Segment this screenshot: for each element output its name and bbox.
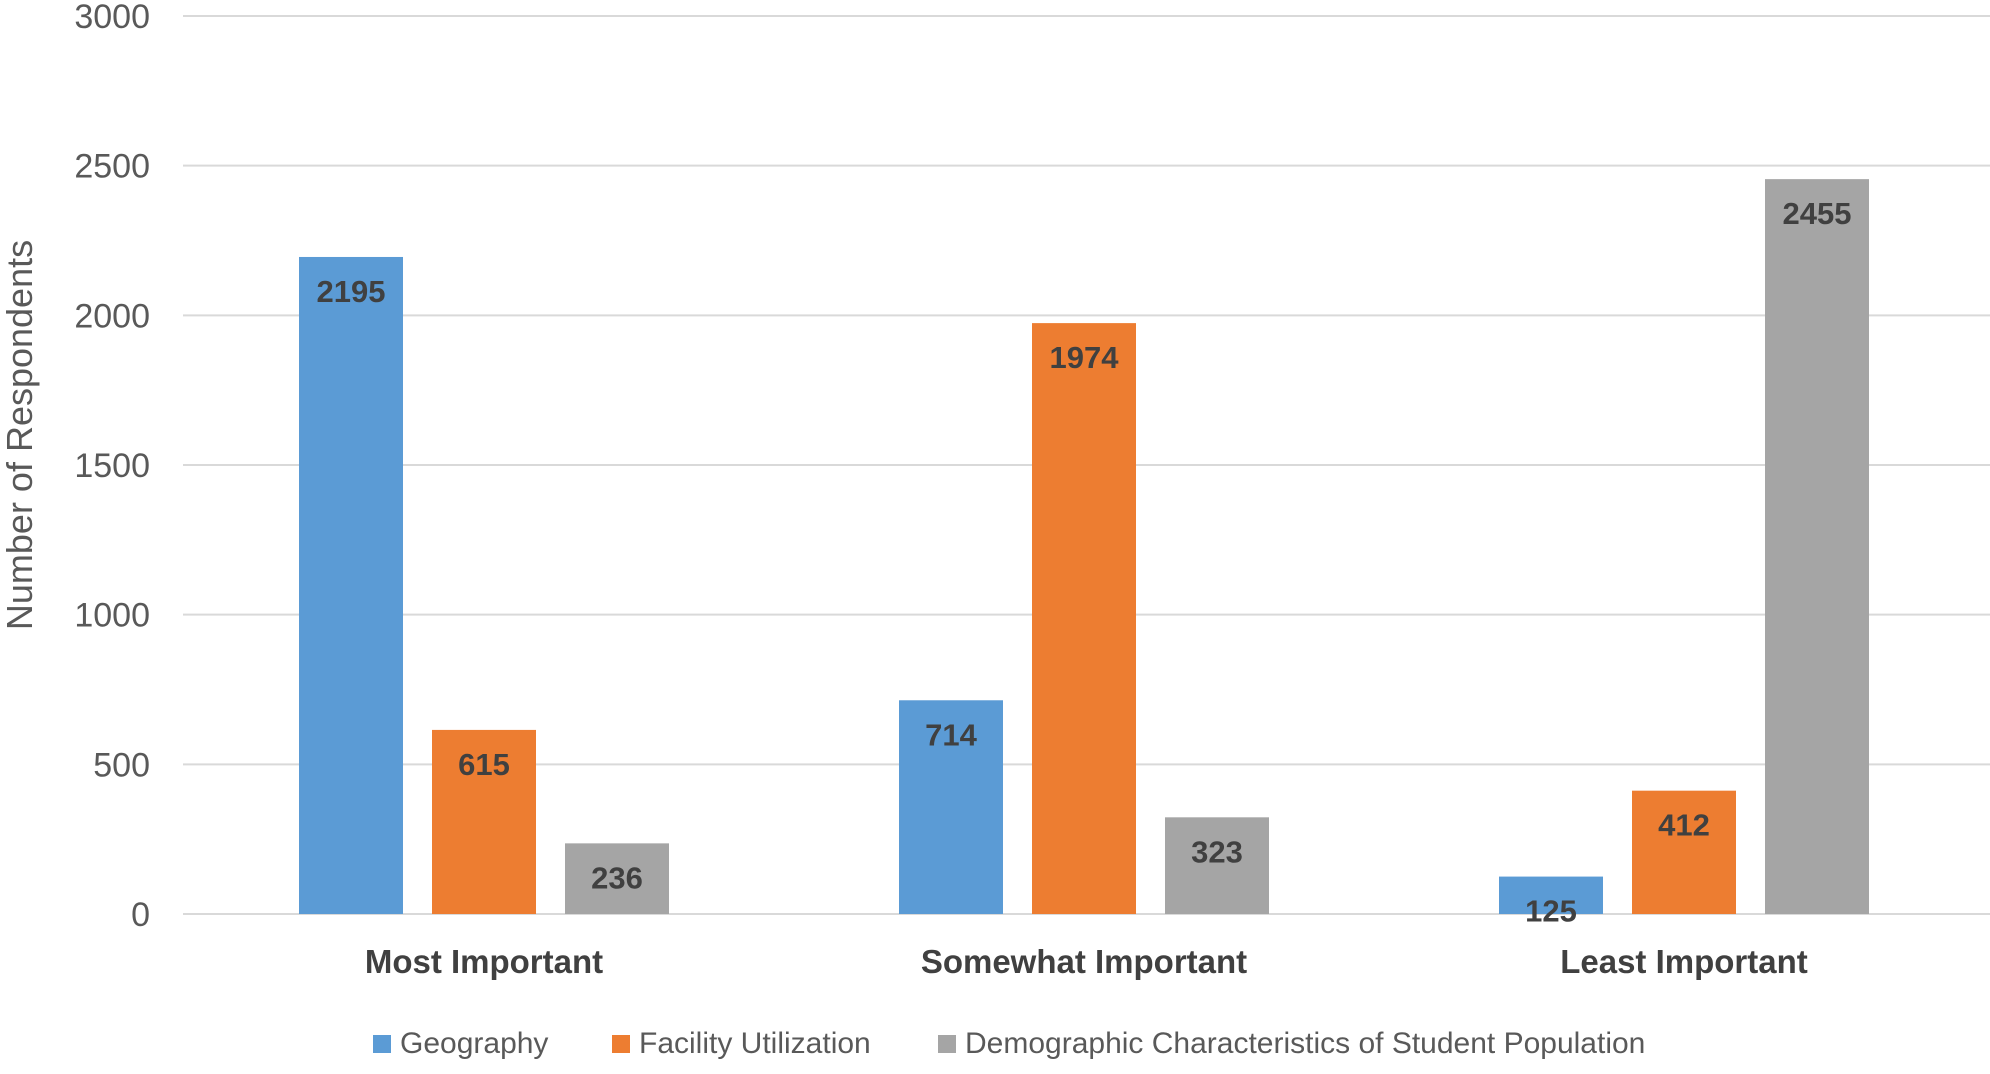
legend: Geography Facility Utilization Demographic… (373, 1027, 1645, 1060)
category-label: Least Important (1560, 943, 1808, 980)
data-label: 714 (925, 717, 977, 752)
bar (432, 729, 536, 914)
bar (1032, 323, 1136, 915)
y-tick-label: 2000 (74, 297, 150, 335)
bar (899, 700, 1003, 914)
data-label: 2455 (1783, 196, 1852, 231)
bar (1165, 817, 1269, 914)
legend-swatch (373, 1035, 391, 1053)
y-tick-label: 2500 (74, 148, 150, 186)
data-label: 323 (1191, 834, 1243, 869)
bar (1499, 876, 1603, 914)
x-axis-categories: Most Important Somewhat Important Least Im… (365, 943, 1808, 980)
bars (299, 179, 1869, 915)
data-label: 615 (458, 747, 510, 782)
y-tick-label: 1500 (74, 447, 150, 485)
y-tick-label: 3000 (74, 0, 150, 36)
data-label: 412 (1658, 808, 1710, 843)
legend-swatch (612, 1035, 630, 1053)
data-label: 2195 (317, 274, 386, 309)
y-tick-label: 500 (93, 746, 150, 784)
legend-label: Facility Utilization (639, 1027, 871, 1060)
bar (1632, 790, 1736, 914)
legend-label: Geography (400, 1027, 548, 1060)
legend-label: Demographic Characteristics of Student P… (965, 1027, 1645, 1060)
bar (1765, 179, 1869, 915)
data-label: 125 (1525, 894, 1577, 929)
data-labels: 2195 615 236 714 1974 323 125 412 2455 (317, 196, 1852, 928)
legend-swatch (938, 1035, 956, 1053)
y-axis-title: Number of Respondents (0, 240, 40, 630)
category-label: Somewhat Important (921, 943, 1247, 980)
data-label: 1974 (1050, 340, 1120, 375)
data-label: 236 (591, 860, 643, 895)
y-axis-ticks: 0 500 1000 1500 2000 2500 3000 (74, 0, 150, 934)
category-label: Most Important (365, 943, 603, 980)
bar (299, 256, 403, 914)
y-tick-label: 0 (131, 896, 150, 934)
bar (565, 843, 669, 914)
y-tick-label: 1000 (74, 597, 150, 635)
